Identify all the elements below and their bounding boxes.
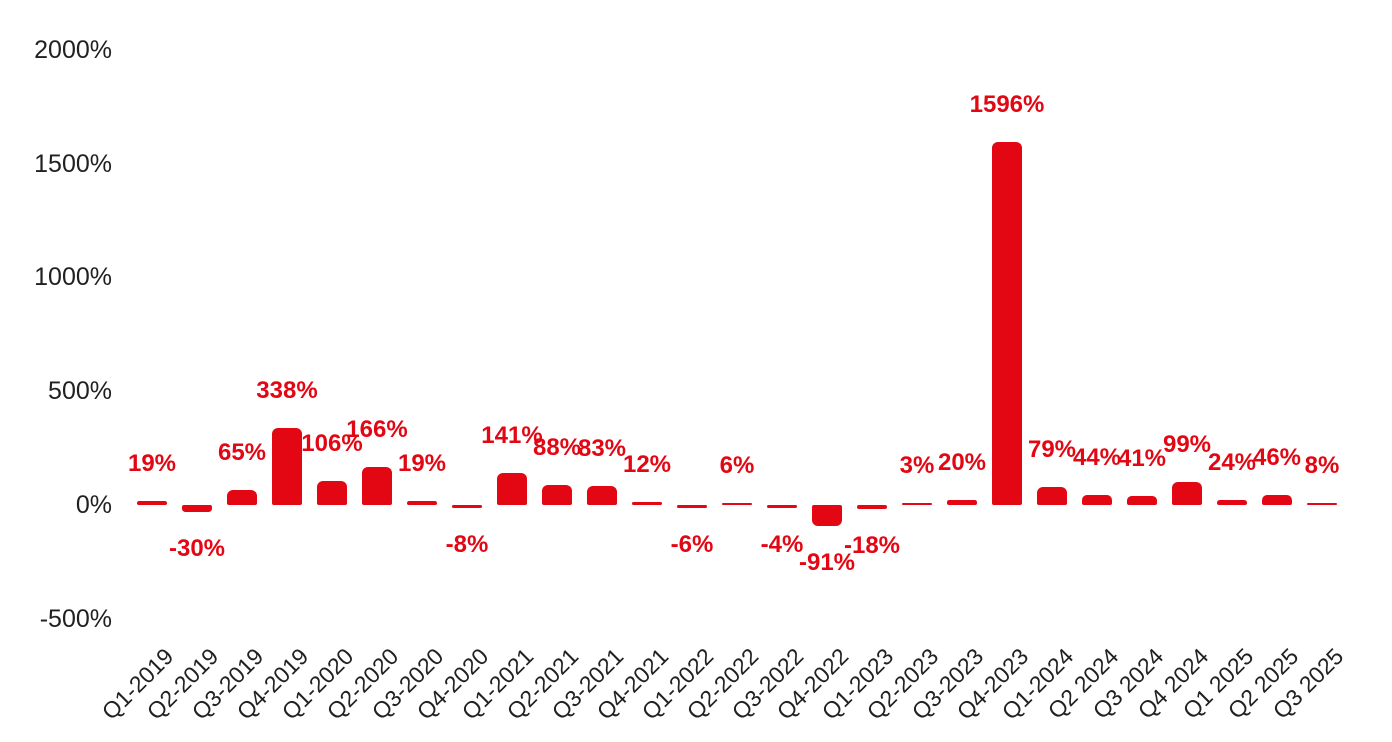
y-tick-label: 1000% <box>34 263 112 292</box>
y-tick-label: 0% <box>75 491 112 519</box>
bar-Q2-2023 <box>902 502 932 505</box>
bar-Q4-2020 <box>452 505 482 508</box>
bar-value-label: 338% <box>256 377 318 405</box>
bar-Q1 2025 <box>1217 499 1247 505</box>
bar-Q4-2023 <box>992 141 1022 505</box>
bar-value-label: -4% <box>760 530 804 558</box>
bar-Q1-2021 <box>497 472 527 505</box>
bar-value-label: 88% <box>532 433 582 461</box>
bar-value-label: 44% <box>1072 443 1122 471</box>
bar-value-label: 12% <box>622 451 672 479</box>
bar-value-label: 106% <box>301 429 363 457</box>
bar-Q1-2020 <box>317 480 347 505</box>
bar-Q3 2024 <box>1127 495 1157 505</box>
bar-Q2-2021 <box>542 484 572 505</box>
bar-value-label: 20% <box>937 449 987 477</box>
y-tick-label: -500% <box>39 604 112 633</box>
bar-value-label: 6% <box>719 451 755 479</box>
bar-value-label: 19% <box>127 449 177 477</box>
bar-Q2-2022 <box>722 502 752 505</box>
bar-value-label: 83% <box>577 435 627 463</box>
bar-Q3-2021 <box>587 486 617 505</box>
bar-Q3-2023 <box>947 500 977 505</box>
bar-value-label: -91% <box>798 548 856 576</box>
bar-Q3 2025 <box>1307 502 1337 505</box>
bar-value-label: -8% <box>445 530 489 558</box>
bar-Q1-2022 <box>677 505 707 508</box>
bar-Q2 2025 <box>1262 494 1292 505</box>
bar-value-label: 41% <box>1117 444 1167 472</box>
y-tick-label: 1500% <box>34 149 112 178</box>
bar-value-label: -6% <box>670 530 714 558</box>
bar-Q2-2019 <box>182 505 212 512</box>
y-tick-label: 500% <box>48 377 112 406</box>
bar-Q3-2020 <box>407 500 437 505</box>
bar-Q4-2019 <box>272 428 302 505</box>
bar-value-label: 166% <box>346 416 408 444</box>
bar-value-label: 65% <box>217 439 267 467</box>
bar-Q1-2024 <box>1037 487 1067 505</box>
bar-Q2 2024 <box>1082 494 1112 505</box>
bar-value-label: 46% <box>1252 443 1302 471</box>
bar-value-label: 24% <box>1207 448 1257 476</box>
bar-value-label: 141% <box>481 421 543 449</box>
bar-Q4-2022 <box>812 505 842 526</box>
bar-value-label: -18% <box>843 532 901 560</box>
bar-Q3-2022 <box>767 505 797 508</box>
bar-Q4-2021 <box>632 502 662 505</box>
bar-value-label: -30% <box>168 534 226 562</box>
bar-value-label: 79% <box>1027 436 1077 464</box>
bar-value-label: 8% <box>1304 451 1340 479</box>
bar-Q3-2019 <box>227 490 257 505</box>
bar-value-label: 99% <box>1162 431 1212 459</box>
bar-value-label: 19% <box>397 449 447 477</box>
bar-value-label: 1596% <box>969 90 1045 118</box>
bar-Q4 2024 <box>1172 482 1202 505</box>
bar-Q1-2023 <box>857 505 887 510</box>
bar-Q1-2019 <box>137 500 167 505</box>
bar-value-label: 3% <box>899 451 935 479</box>
bar-Q2-2020 <box>362 467 392 505</box>
y-tick-label: 2000% <box>34 35 112 64</box>
